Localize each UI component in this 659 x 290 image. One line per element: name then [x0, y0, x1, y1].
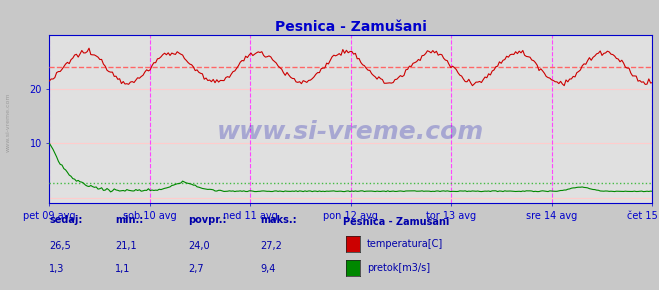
Text: maks.:: maks.:	[260, 215, 297, 225]
Text: 26,5: 26,5	[49, 241, 71, 251]
Text: 27,2: 27,2	[260, 241, 282, 251]
Text: 2,7: 2,7	[188, 264, 204, 274]
Text: Pesnica - Zamušani: Pesnica - Zamušani	[343, 217, 449, 227]
Title: Pesnica - Zamušani: Pesnica - Zamušani	[275, 20, 427, 34]
Text: temperatura[C]: temperatura[C]	[367, 239, 444, 249]
Text: 9,4: 9,4	[260, 264, 275, 274]
Text: 21,1: 21,1	[115, 241, 137, 251]
Text: sedaj:: sedaj:	[49, 215, 83, 225]
Text: povpr.:: povpr.:	[188, 215, 226, 225]
Text: www.si-vreme.com: www.si-vreme.com	[5, 92, 11, 152]
Text: www.si-vreme.com: www.si-vreme.com	[217, 120, 484, 144]
Text: pretok[m3/s]: pretok[m3/s]	[367, 262, 430, 273]
Text: 24,0: 24,0	[188, 241, 210, 251]
Text: 1,3: 1,3	[49, 264, 65, 274]
Text: min.:: min.:	[115, 215, 144, 225]
Text: 1,1: 1,1	[115, 264, 130, 274]
